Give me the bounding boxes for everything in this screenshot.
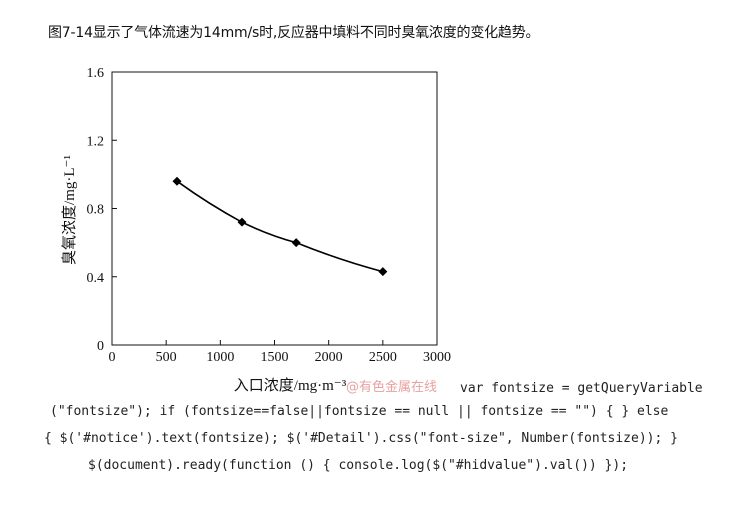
y-tick-label: 0.4 <box>87 271 105 286</box>
plot-frame <box>111 71 438 346</box>
y-tick-label: 0.8 <box>87 203 105 218</box>
y-axis-label: 臭氧浓度/mg·L⁻¹ <box>61 155 78 265</box>
data-point <box>291 238 301 248</box>
y-tick-label: 1.6 <box>87 66 105 81</box>
x-tick-label: 1500 <box>261 350 289 365</box>
x-axis-label: 入口浓度/mg·m⁻³ <box>234 377 347 394</box>
x-tick-label: 0 <box>109 350 116 365</box>
code-line-2: ("fontsize"); if (fontsize==false||fonts… <box>50 404 669 419</box>
intro-paragraph: 图7-14显示了气体流速为14mm/s时,反应器中填料不同时臭氧浓度的变化趋势。 <box>48 25 540 41</box>
y-tick-label: 1.2 <box>87 134 105 149</box>
code-line-1: var fontsize = getQueryVariable <box>460 381 703 396</box>
x-tick-label: 500 <box>156 350 177 365</box>
data-point <box>172 176 182 186</box>
data-point <box>237 217 247 227</box>
x-tick-label: 2000 <box>315 350 343 365</box>
code-line-4: $(document).ready(function () { console.… <box>88 458 629 473</box>
x-tick-label: 2500 <box>369 350 397 365</box>
code-line-3: { $('#notice').text(fontsize); $('#Detai… <box>44 431 678 446</box>
x-tick-label: 3000 <box>423 350 451 365</box>
series-line <box>176 180 384 273</box>
y-tick-label: 0 <box>97 339 104 354</box>
watermark: @有色金属在线 <box>346 380 438 395</box>
x-tick-label: 1000 <box>206 350 234 365</box>
data-point <box>378 267 388 277</box>
